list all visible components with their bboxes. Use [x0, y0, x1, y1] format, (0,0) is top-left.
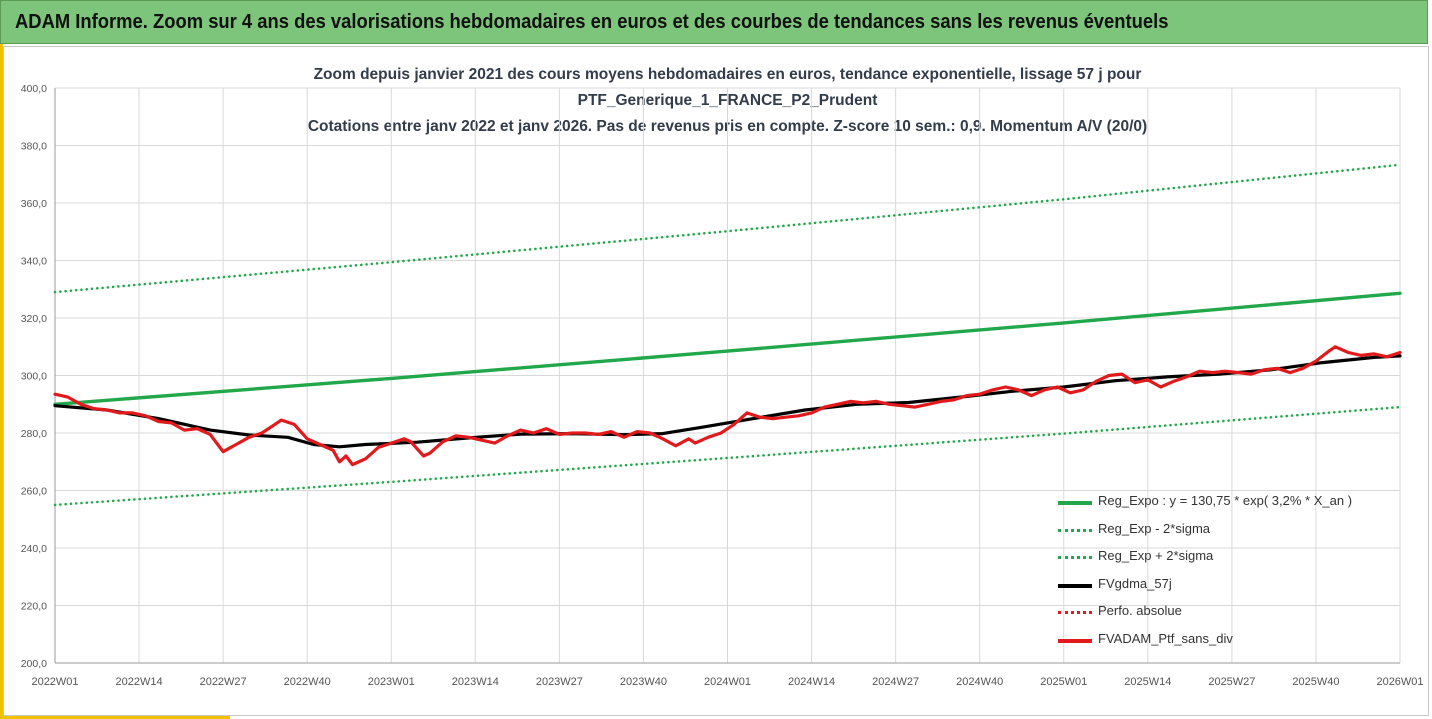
x-tick-label: 2022W40: [284, 676, 331, 688]
x-tick-label: 2022W27: [200, 676, 247, 688]
x-tick-label: 2023W27: [536, 676, 583, 688]
legend-swatch: [1058, 583, 1092, 588]
y-tick-label: 240,0: [21, 543, 47, 555]
x-tick-label: 2024W27: [872, 676, 919, 688]
legend-label: Reg_Exp - 2*sigma: [1098, 520, 1210, 536]
x-tick-label: 2024W01: [704, 676, 751, 688]
x-tick-label: 2025W14: [1124, 676, 1171, 688]
accent-bar-bottom: [0, 716, 230, 719]
legend-swatch: [1058, 501, 1092, 505]
series-line-fvadam-ptf-sans-div: [53, 345, 1402, 467]
series-line-reg-expo-y-130-75-exp-3-2-x-an: [53, 291, 1402, 406]
x-tick-label: 2022W14: [116, 676, 163, 688]
legend-label: FVgdma_57j: [1098, 575, 1172, 591]
y-tick-label: 200,0: [21, 658, 47, 670]
y-tick-label: 300,0: [21, 371, 47, 383]
series-line-reg-exp-2-sigma: [53, 405, 1402, 507]
legend-label: Perfo. absolue: [1098, 603, 1182, 618]
y-tick-label: 380,0: [21, 141, 47, 153]
x-tick-label: 2024W40: [956, 676, 1003, 688]
header-banner: ADAM Informe. Zoom sur 4 ans des valoris…: [0, 0, 1428, 44]
y-tick-label: 340,0: [21, 256, 47, 268]
y-tick-label: 220,0: [21, 601, 47, 613]
legend-swatch: [1058, 528, 1092, 532]
page-title: ADAM Informe. Zoom sur 4 ans des valoris…: [15, 11, 1169, 33]
x-tick-label: 2023W14: [452, 676, 499, 688]
x-tick-label: 2025W27: [1208, 676, 1255, 688]
chart-title-line-1: Zoom depuis janvier 2021 des cours moyen…: [313, 66, 1142, 83]
chart-frame: [3, 46, 1429, 716]
y-tick-label: 320,0: [21, 313, 47, 325]
x-tick-label: 2024W14: [788, 676, 835, 688]
legend-label: Reg_Exp + 2*sigma: [1098, 548, 1214, 563]
x-tick-label: 2025W40: [1292, 676, 1339, 688]
legend-label: Reg_Expo : y = 130,75 * exp( 3,2% * X_an…: [1098, 493, 1353, 508]
legend-swatch: [1058, 638, 1092, 643]
x-tick-label: 2026W01: [1376, 676, 1423, 688]
y-tick-label: 400,0: [21, 83, 47, 95]
x-tick-label: 2025W01: [1040, 676, 1087, 688]
x-tick-label: 2023W01: [368, 676, 415, 688]
series-line-fvgdma-57j: [53, 354, 1402, 449]
legend-swatch: [1058, 611, 1092, 614]
legend-swatch: [1058, 556, 1092, 559]
y-tick-label: 260,0: [21, 486, 47, 498]
y-tick-label: 280,0: [21, 428, 47, 440]
y-tick-label: 360,0: [21, 198, 47, 210]
legend-label: FVADAM_Ptf_sans_div: [1098, 630, 1233, 646]
x-tick-label: 2023W40: [620, 676, 667, 688]
x-tick-label: 2022W01: [31, 676, 78, 688]
accent-bar-left: [0, 44, 3, 719]
